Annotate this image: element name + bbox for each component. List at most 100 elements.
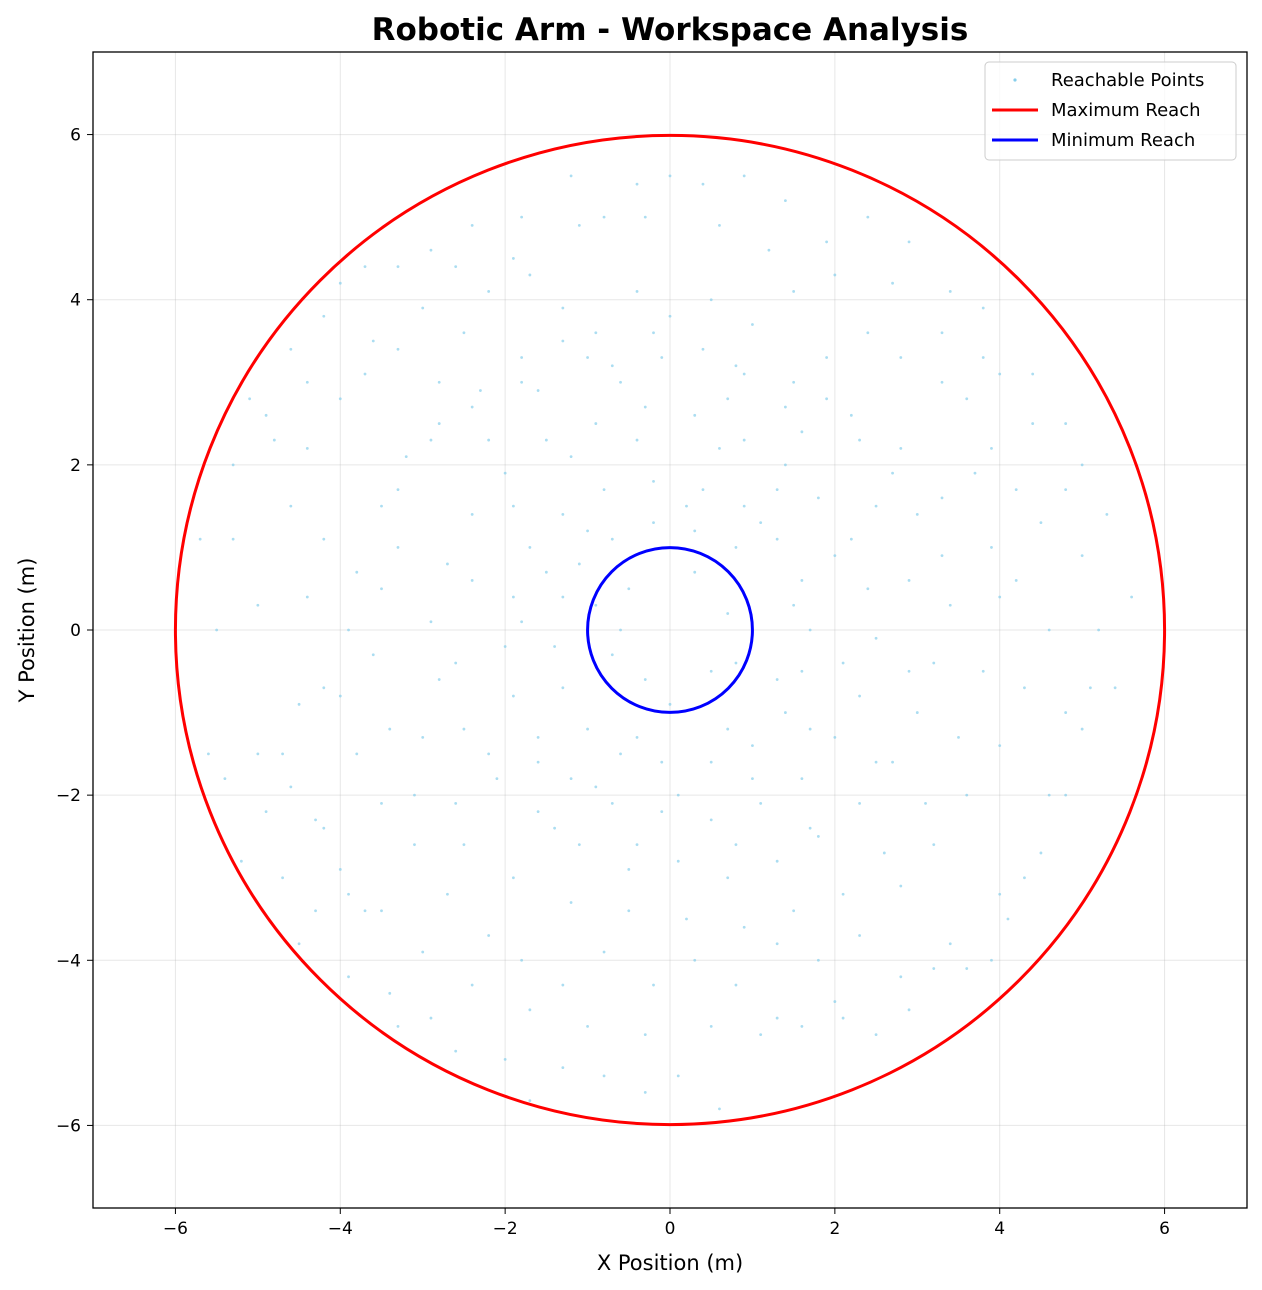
reachable-point [470, 579, 474, 582]
reachable-point [256, 752, 260, 756]
reachable-point [998, 595, 1002, 599]
reachable-point [751, 323, 754, 326]
reachable-point [833, 273, 837, 277]
reachable-point [668, 174, 672, 178]
reachable-point [429, 1016, 433, 1020]
reachable-point [231, 537, 235, 541]
x-tick-label: 6 [1159, 1219, 1170, 1239]
reachable-point [1039, 851, 1043, 855]
reachable-point [808, 826, 812, 830]
reachable-point [470, 983, 474, 987]
reachable-point [825, 397, 829, 401]
reachable-point [347, 975, 350, 979]
legend-marker-reachable-points [1013, 78, 1017, 82]
x-tick-label: 4 [994, 1219, 1005, 1239]
reachable-point [1113, 686, 1117, 690]
reachable-point [734, 661, 738, 665]
reachable-point [347, 892, 350, 896]
reachable-point [561, 983, 565, 987]
reachable-point [693, 529, 697, 533]
reachable-point [338, 694, 342, 698]
reachable-point [561, 306, 565, 310]
reachable-point [437, 380, 441, 384]
reachable-points-series [198, 174, 1133, 1111]
reachable-point [528, 1008, 532, 1012]
reachable-point [990, 958, 993, 962]
reachable-point [965, 967, 969, 970]
reachable-point [1097, 628, 1101, 632]
reachable-point [503, 1057, 507, 1061]
reachable-point [784, 711, 787, 714]
reachable-point [849, 413, 853, 417]
reachable-point [751, 744, 754, 747]
reachable-point [915, 711, 919, 714]
reachable-point [866, 215, 870, 219]
reachable-point [907, 579, 911, 582]
reachable-point [709, 1024, 713, 1028]
reachable-point [635, 735, 639, 739]
reachable-point [462, 727, 466, 731]
reachable-point [784, 199, 787, 203]
reachable-point [1031, 372, 1035, 376]
reachable-point [602, 950, 606, 954]
reachable-point [660, 356, 664, 359]
y-tick-label: −6 [56, 1116, 81, 1136]
reachable-point [899, 975, 903, 979]
reachable-point [866, 331, 870, 335]
reachable-point [553, 826, 556, 830]
reachable-point [981, 306, 985, 310]
reachable-point [561, 686, 565, 690]
reachable-point [363, 265, 367, 269]
reachable-point [462, 843, 466, 847]
reachable-point [470, 513, 474, 516]
reachable-point [1080, 554, 1084, 558]
y-tick-label: 2 [70, 456, 81, 476]
reachable-point [511, 876, 515, 880]
reachable-point [396, 546, 400, 549]
reachable-point [264, 413, 268, 417]
reachable-point [965, 793, 969, 797]
reachable-point [627, 587, 631, 591]
reachable-point [709, 298, 713, 302]
reachable-point [470, 405, 474, 409]
reachable-point [380, 802, 383, 805]
reachable-point [272, 438, 276, 442]
reachable-point [586, 356, 589, 359]
reachable-point [965, 397, 969, 401]
reachable-point [759, 1033, 763, 1036]
reachable-point [841, 892, 845, 896]
reachable-point [899, 884, 903, 888]
reachable-point [841, 661, 845, 665]
reachable-point [363, 909, 367, 913]
reachable-point [520, 215, 524, 219]
y-tick-label: 0 [70, 621, 81, 641]
reachable-point [511, 257, 515, 260]
reachable-point [948, 603, 952, 607]
legend-box [984, 61, 1237, 161]
reachable-point [586, 529, 589, 533]
reachable-point [396, 1024, 400, 1028]
reachable-point [569, 901, 573, 904]
reachable-point [314, 818, 317, 822]
reachable-point [223, 777, 227, 781]
reachable-point [281, 876, 284, 880]
axis-ticks: −6 −4 −2 0 2 4 6 −6 −4 −2 0 2 4 6 [56, 126, 1170, 1239]
x-tick-label: −4 [328, 1219, 353, 1239]
reachable-point [1047, 793, 1051, 797]
reachable-point [940, 380, 944, 384]
reachable-point [1047, 628, 1051, 632]
reachable-point [784, 463, 787, 467]
reach-circles [173, 133, 1167, 1127]
reachable-point [816, 496, 820, 500]
legend-label: Reachable Points [1051, 70, 1204, 91]
reachable-point [718, 1107, 721, 1111]
reachable-point [503, 645, 507, 648]
reachable-point [932, 661, 936, 665]
reachable-point [948, 942, 952, 946]
reachable-point [726, 727, 730, 731]
reachable-point [643, 405, 647, 409]
reachable-point [998, 372, 1002, 376]
reachable-point [594, 785, 598, 789]
reachable-point [363, 372, 367, 376]
reachable-point [561, 339, 565, 343]
